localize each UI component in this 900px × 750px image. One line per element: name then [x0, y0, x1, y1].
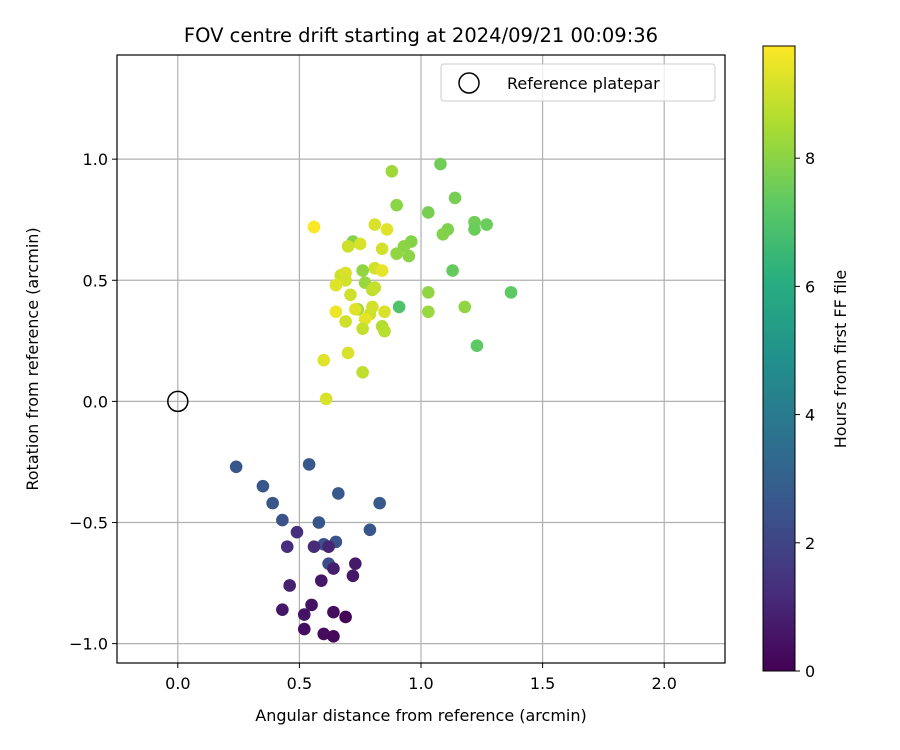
- data-point: [329, 278, 343, 292]
- data-point: [363, 523, 377, 537]
- data-point: [297, 622, 311, 636]
- data-point: [339, 315, 352, 328]
- y-axis-label: Rotation from reference (arcmin): [23, 227, 42, 490]
- colorbar: 0 2 4 6 8 Hours from first FF file: [762, 45, 850, 681]
- data-point: [344, 288, 357, 302]
- data-point: [436, 227, 450, 241]
- colorbar-tick-label: 0: [805, 662, 815, 681]
- data-point: [434, 157, 447, 171]
- data-point: [349, 557, 362, 570]
- y-tick-label: −1.0: [69, 635, 108, 654]
- data-point: [341, 240, 355, 253]
- data-point: [290, 525, 304, 539]
- grid: [117, 55, 725, 663]
- data-points: [229, 157, 518, 643]
- data-point: [421, 206, 435, 219]
- data-point: [468, 223, 481, 236]
- data-point: [339, 273, 352, 287]
- data-point: [421, 286, 435, 299]
- x-tick-label: 0.0: [165, 674, 190, 693]
- data-point: [368, 281, 382, 294]
- data-point: [373, 496, 386, 510]
- data-point: [339, 610, 352, 624]
- data-point: [307, 540, 321, 554]
- data-point: [380, 223, 394, 236]
- data-point: [458, 300, 472, 314]
- y-tick-label: 0.0: [83, 392, 108, 411]
- data-point: [305, 598, 318, 612]
- data-point: [327, 630, 340, 643]
- data-point: [480, 218, 493, 231]
- legend-label-reference-platepar: Reference platepar: [507, 74, 660, 93]
- legend: Reference platepar: [440, 63, 716, 102]
- data-point: [297, 608, 311, 621]
- x-axis-label: Angular distance from reference (arcmin): [255, 706, 586, 725]
- data-point: [302, 458, 316, 471]
- data-point: [402, 249, 416, 263]
- data-point: [390, 247, 403, 260]
- data-point: [314, 574, 328, 587]
- data-point: [276, 603, 289, 617]
- colorbar-gradient: [762, 45, 796, 672]
- data-point: [266, 496, 279, 510]
- data-point: [327, 562, 340, 575]
- data-point: [378, 324, 391, 338]
- data-point: [366, 300, 379, 314]
- colorbar-tick-label: 6: [805, 277, 815, 296]
- legend-marker: [458, 72, 480, 94]
- data-point: [317, 627, 331, 641]
- data-point: [448, 191, 462, 205]
- data-point: [378, 305, 391, 319]
- data-point: [356, 322, 369, 336]
- data-point: [341, 346, 355, 360]
- data-point: [346, 569, 360, 583]
- data-point: [276, 513, 289, 527]
- data-point: [353, 237, 367, 251]
- data-point: [322, 540, 335, 554]
- data-point: [385, 164, 399, 178]
- data-point: [349, 303, 362, 316]
- data-point: [421, 305, 435, 319]
- x-tick-label: 1.0: [408, 674, 433, 693]
- data-point: [368, 218, 382, 231]
- data-point: [229, 460, 243, 474]
- data-point: [392, 300, 406, 314]
- y-tick-label: −0.5: [69, 514, 108, 533]
- colorbar-label: Hours from first FF file: [831, 270, 850, 449]
- data-point: [332, 487, 345, 500]
- colorbar-tick-label: 2: [805, 534, 815, 553]
- data-point: [446, 264, 459, 277]
- x-tick-label: 0.5: [287, 674, 312, 693]
- colorbar-tick-label: 8: [805, 149, 815, 168]
- data-point: [358, 312, 372, 326]
- data-point: [356, 264, 369, 277]
- x-tick-label: 1.5: [530, 674, 555, 693]
- colorbar-ticks: 0 2 4 6 8: [795, 149, 815, 681]
- data-point: [312, 516, 326, 529]
- data-point: [280, 540, 294, 554]
- data-point: [327, 605, 340, 619]
- y-axis: −1.0 −0.5 0.0 0.5 1.0: [69, 150, 117, 654]
- colorbar-tick-label: 4: [805, 406, 815, 425]
- data-point: [356, 366, 369, 379]
- data-point: [504, 286, 518, 299]
- data-point: [283, 579, 296, 592]
- data-point: [319, 392, 333, 406]
- data-point: [375, 264, 389, 277]
- data-point: [256, 479, 270, 493]
- chart-title: FOV centre drift starting at 2024/09/21 …: [184, 24, 658, 47]
- y-tick-label: 1.0: [83, 150, 108, 169]
- reference-marker: [167, 390, 189, 413]
- x-tick-label: 2.0: [651, 674, 676, 693]
- x-axis: 0.0 0.5 1.0 1.5 2.0: [165, 663, 677, 693]
- legend-box: [440, 63, 716, 102]
- data-point: [307, 220, 321, 234]
- data-point: [470, 339, 484, 352]
- y-tick-label: 0.5: [83, 271, 108, 290]
- data-point: [390, 198, 403, 212]
- data-point: [329, 305, 343, 319]
- data-point: [317, 353, 331, 367]
- data-point: [375, 242, 389, 256]
